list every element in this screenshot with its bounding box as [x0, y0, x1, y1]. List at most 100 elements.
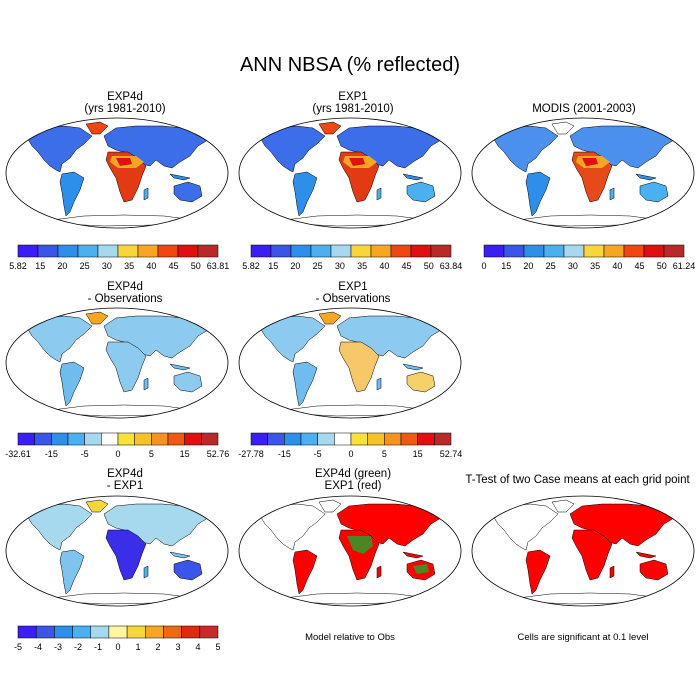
- land-samerica: [292, 549, 318, 595]
- colorbar-swatch: [117, 244, 139, 258]
- colorbar-swatch: [603, 244, 625, 258]
- colorbar-swatch: [90, 625, 110, 639]
- colorbar-exp4d-exp1: -5 -4 -3 -2 -1 0 1 2 3 4 5: [14, 625, 221, 652]
- map-ttest: [471, 495, 695, 607]
- land-greenland: [318, 121, 342, 135]
- colorbar-tick-label: -5: [14, 642, 22, 652]
- colorbar-swatch: [108, 625, 128, 639]
- colorbar-tick-label: 0: [115, 642, 120, 652]
- colorbar-tick-label: 4: [195, 642, 200, 652]
- colorbar-tick-label: -15: [278, 449, 291, 459]
- land-namerica: [25, 125, 93, 173]
- colorbar-swatch: [181, 625, 201, 639]
- land-africa: [105, 529, 147, 581]
- colorbar-swatch: [37, 244, 59, 258]
- map-modis: [471, 117, 695, 229]
- colorbar-swatch: [151, 432, 169, 446]
- colorbar-tick-label: 52.76: [207, 449, 230, 459]
- colorbar-swatch: [84, 432, 102, 446]
- colorbar-tick-label: -5: [314, 449, 322, 459]
- land-madagascar: [143, 187, 149, 201]
- panel-title-exp1: EXP1 (yrs 1981-2010): [312, 91, 394, 115]
- land-namerica: [258, 125, 326, 173]
- colorbar-tick-label: 5: [149, 449, 154, 459]
- panel-title-exp4d-obs: EXP4d - Observations: [87, 281, 163, 305]
- colorbar-swatch: [197, 244, 219, 258]
- colorbar-tick-label: 25: [313, 261, 323, 271]
- land-green-overlay: [347, 536, 373, 554]
- land-madagascar: [143, 377, 149, 391]
- page-title: ANN NBSA (% reflected): [239, 54, 461, 76]
- colorbar-swatch: [543, 244, 565, 258]
- colorbar-swatch: [503, 244, 525, 258]
- colorbar-tick-label: 30: [335, 261, 345, 271]
- land-greenland: [85, 121, 109, 135]
- colorbar-swatch: [300, 432, 318, 446]
- land-australia: [173, 371, 203, 393]
- colorbar-swatch: [367, 432, 385, 446]
- land-madagascar: [376, 377, 382, 391]
- colorbar-swatch: [330, 244, 352, 258]
- land-samerica: [525, 549, 551, 595]
- colorbar-tick-label: 20: [290, 261, 300, 271]
- colorbar-tick-label: 40: [146, 261, 156, 271]
- colorbar-swatch: [284, 432, 302, 446]
- colorbar-swatch: [137, 244, 159, 258]
- colorbar-swatch: [483, 244, 505, 258]
- colorbar-tick-label: -1: [94, 642, 102, 652]
- panel-title-modis: MODIS (2001-2003): [532, 103, 636, 115]
- map-exp4d: [5, 117, 229, 229]
- land-namerica: [25, 503, 93, 551]
- colorbar-swatch: [410, 244, 432, 258]
- colorbar-tick-label: 35: [124, 261, 134, 271]
- colorbar-tick-label: 50: [191, 261, 201, 271]
- land-indonesia: [635, 173, 657, 181]
- panel-title-exp4d-exp1: EXP4d - EXP1: [106, 468, 144, 492]
- colorbar-swatch: [290, 244, 312, 258]
- panel-title-exp4d: EXP4d (yrs 1981-2010): [84, 91, 166, 115]
- land-greenland: [551, 121, 575, 135]
- colorbar-tick-label: 0: [348, 449, 353, 459]
- colorbar-swatch: [72, 625, 91, 639]
- colorbar-swatch: [35, 625, 55, 639]
- note-significance: Cells are significant at 0.1 level: [517, 632, 649, 643]
- land-namerica: [258, 503, 326, 551]
- colorbar-tick-label: 25: [546, 261, 556, 271]
- map-frame: [471, 495, 695, 607]
- colorbar-swatch: [370, 244, 392, 258]
- colorbar-swatch: [430, 244, 452, 258]
- colorbar-swatch: [17, 625, 37, 639]
- map-frame: [5, 307, 229, 419]
- map-exp1-obs: [238, 307, 462, 419]
- colorbar-swatch: [157, 244, 179, 258]
- colorbar-exp1-obs: -27.78 -15 -5 0 5 15 52.74: [238, 432, 462, 459]
- colorbar-swatch: [17, 244, 39, 258]
- land-africa: [105, 341, 147, 393]
- colorbar-swatch: [400, 432, 418, 446]
- colorbar-tick-label: 63.81: [207, 261, 230, 271]
- colorbar-swatch: [434, 432, 452, 446]
- colorbar-swatch: [267, 432, 285, 446]
- land-indonesia: [635, 551, 657, 559]
- map-frame: [238, 117, 462, 229]
- colorbar-swatch: [563, 244, 585, 258]
- colorbar-tick-label: 20: [523, 261, 533, 271]
- colorbar-swatch: [317, 432, 335, 446]
- colorbar-swatch: [184, 432, 202, 446]
- colorbar-tick-label: 15: [413, 449, 423, 459]
- colorbar-tick-label: 0: [115, 449, 120, 459]
- land-namerica: [258, 315, 326, 363]
- land-australia: [639, 559, 669, 581]
- colorbar-tick-label: 0: [481, 261, 486, 271]
- colorbar-tick-label: 2: [155, 642, 160, 652]
- colorbar-swatch: [250, 432, 268, 446]
- colorbar-swatch: [77, 244, 99, 258]
- colorbar-exp4d: 5.82 15 20 25 30 35 40 45 50 63.81: [9, 244, 229, 271]
- map-model-rel: [238, 495, 462, 607]
- colorbar-swatch: [145, 625, 164, 639]
- land-australia: [639, 181, 669, 203]
- land-greenland: [85, 311, 109, 325]
- colorbar-tick-label: 61.24: [673, 261, 696, 271]
- colorbar-tick-label: 50: [657, 261, 667, 271]
- colorbar-tick-label: 35: [590, 261, 600, 271]
